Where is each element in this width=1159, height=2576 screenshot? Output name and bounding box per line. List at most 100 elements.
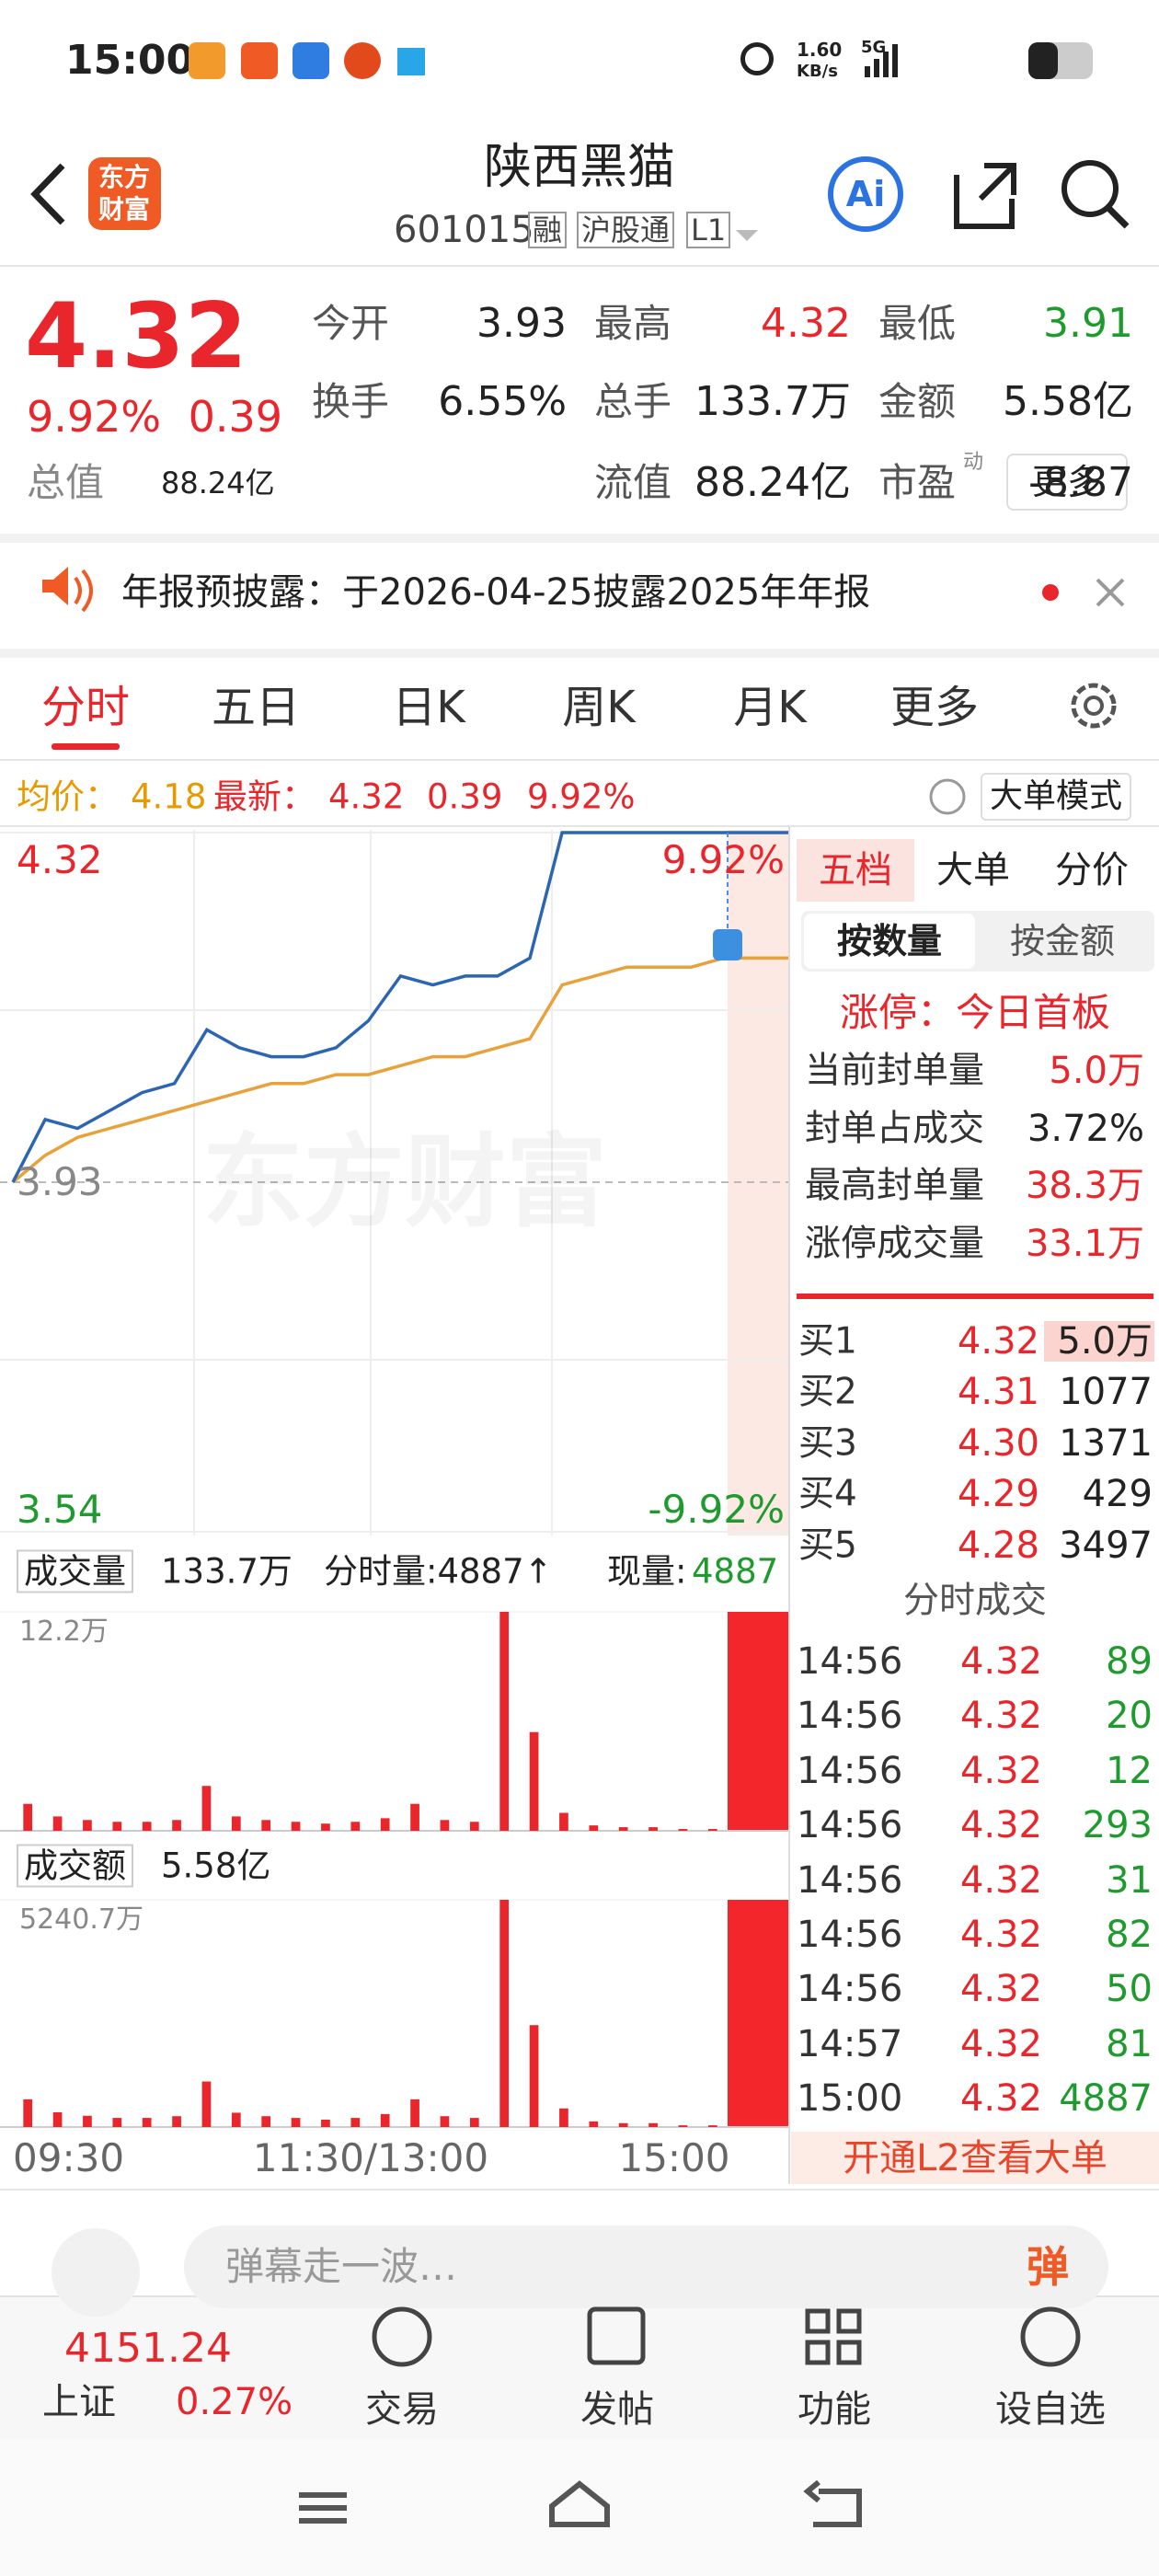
- trade-volume: 20: [1106, 1695, 1153, 1738]
- bar: [350, 1822, 361, 1831]
- stock-code: 601015: [394, 209, 534, 251]
- bid-price: 4.29: [957, 1473, 1039, 1516]
- volume-total: 133.7万: [161, 1551, 293, 1592]
- bar: [380, 2113, 390, 2127]
- bar: [83, 2115, 92, 2127]
- last-label: 最新：: [213, 776, 316, 817]
- tab[interactable]: 分时: [40, 682, 131, 733]
- tab[interactable]: 日K: [392, 682, 465, 733]
- stat-value: 88.24亿: [694, 459, 851, 506]
- tick-volume: 分时量:4887↑: [324, 1551, 553, 1592]
- change: 0.39: [188, 392, 282, 442]
- ai-label[interactable]: Ai: [845, 174, 886, 214]
- bar: [112, 1822, 122, 1831]
- bar: [618, 2122, 628, 2127]
- app-icon: [344, 42, 381, 79]
- segmented-active: [804, 914, 975, 969]
- bid-highlight: [1044, 1321, 1154, 1362]
- tab[interactable]: 月K: [733, 682, 807, 733]
- trade-price: 4.32: [959, 1968, 1042, 2011]
- l2-banner-text[interactable]: 开通L2查看大单: [843, 2137, 1107, 2179]
- bid-price: 4.31: [957, 1371, 1039, 1414]
- bar: [231, 2112, 241, 2127]
- panel-tab[interactable]: 分价: [1055, 849, 1129, 891]
- trade-time: 14:56: [797, 1968, 903, 2011]
- bar: [291, 1822, 301, 1831]
- stat-sup: 动: [963, 451, 984, 474]
- logo-text: 东方: [98, 162, 151, 192]
- stat-label: 金额: [878, 379, 957, 424]
- net-speed: 1.60: [797, 39, 843, 61]
- trade-time: 14:56: [797, 1914, 903, 1956]
- bar: [469, 2118, 479, 2127]
- seal-label: 涨停成交量: [805, 1223, 985, 1264]
- tab[interactable]: 更多: [889, 682, 980, 733]
- logo-text: 财富: [98, 194, 151, 224]
- panel-tab[interactable]: 五档: [819, 849, 892, 891]
- bid-price: 4.32: [957, 1320, 1039, 1363]
- current-label: 现量:: [607, 1551, 687, 1592]
- app-icon: [293, 42, 329, 79]
- trade-volume: 89: [1106, 1640, 1153, 1683]
- bar: [529, 2025, 539, 2127]
- bar: [559, 1812, 568, 1831]
- stat-label: 最高: [594, 301, 672, 346]
- stat-label: 最低: [878, 301, 957, 346]
- tab[interactable]: 周K: [562, 682, 636, 733]
- pct-label: 9.92%: [661, 837, 785, 882]
- bid-volume: 1371: [1059, 1421, 1153, 1465]
- trade-volume: 50: [1106, 1968, 1153, 2011]
- current-volume: 4887: [692, 1551, 779, 1592]
- last: 4.32: [328, 776, 405, 817]
- trade-time: 14:57: [797, 2022, 903, 2065]
- bar: [440, 2116, 450, 2127]
- nav-item[interactable]: 交易: [365, 2388, 439, 2431]
- volume-selector[interactable]: 成交量: [17, 1549, 133, 1593]
- trade-time: 14:56: [797, 1804, 903, 1847]
- nav-item[interactable]: 功能: [798, 2388, 871, 2431]
- mode-tab[interactable]: 按数量: [836, 921, 943, 961]
- marker: [713, 929, 742, 960]
- y-tick-label: 5240.7万: [19, 1903, 143, 1936]
- change: 0.39: [427, 776, 503, 817]
- trade-time: 14:56: [797, 1858, 903, 1902]
- stock-name: 陕西黑猫: [483, 140, 676, 195]
- comment-placeholder[interactable]: 弹幕走一波…: [225, 2244, 458, 2289]
- index-change[interactable]: 0.27%: [176, 2381, 293, 2423]
- mode-tab[interactable]: 按金额: [1009, 921, 1116, 961]
- panel-tab[interactable]: 大单: [936, 849, 1010, 891]
- bar: [142, 1822, 152, 1831]
- turnover-selector[interactable]: 成交额: [17, 1844, 133, 1888]
- bar: [291, 2118, 301, 2127]
- nav-item[interactable]: 设自选: [995, 2388, 1106, 2431]
- bid-label: 买3: [798, 1422, 857, 1465]
- bar: [201, 1786, 212, 1831]
- danmu-button[interactable]: 弹: [1027, 2242, 1069, 2292]
- bar: [648, 2122, 658, 2127]
- bar: [231, 1816, 241, 1831]
- mode-button[interactable]: 大单模式: [981, 773, 1132, 821]
- bar: [201, 2081, 212, 2127]
- stat-value: 133.7万: [694, 378, 851, 425]
- limit-label: 涨停：今日首板: [839, 990, 1111, 1035]
- index-name[interactable]: 上证: [42, 2381, 116, 2423]
- bar: [469, 1822, 479, 1831]
- bar: [321, 2119, 330, 2127]
- nav-item[interactable]: 发帖: [580, 2388, 654, 2431]
- price-line: [11, 831, 788, 1183]
- tab[interactable]: 五日: [211, 682, 301, 733]
- trade-price: 4.32: [959, 2022, 1042, 2065]
- status-time: 15:00: [65, 37, 195, 84]
- more-button[interactable]: 更多: [1005, 454, 1129, 511]
- x-tick-label: 15:00: [618, 2135, 730, 2180]
- notice[interactable]: 年报预披露：于2026-04-25披露2025年年报: [121, 571, 871, 614]
- index-value[interactable]: 4151.24: [64, 2325, 232, 2372]
- bar: [142, 2118, 152, 2127]
- stat-value: 3.91: [1043, 300, 1133, 347]
- seal-value: 33.1万: [1025, 1222, 1144, 1265]
- bid-label: 买5: [798, 1524, 857, 1567]
- bar: [499, 1900, 510, 2127]
